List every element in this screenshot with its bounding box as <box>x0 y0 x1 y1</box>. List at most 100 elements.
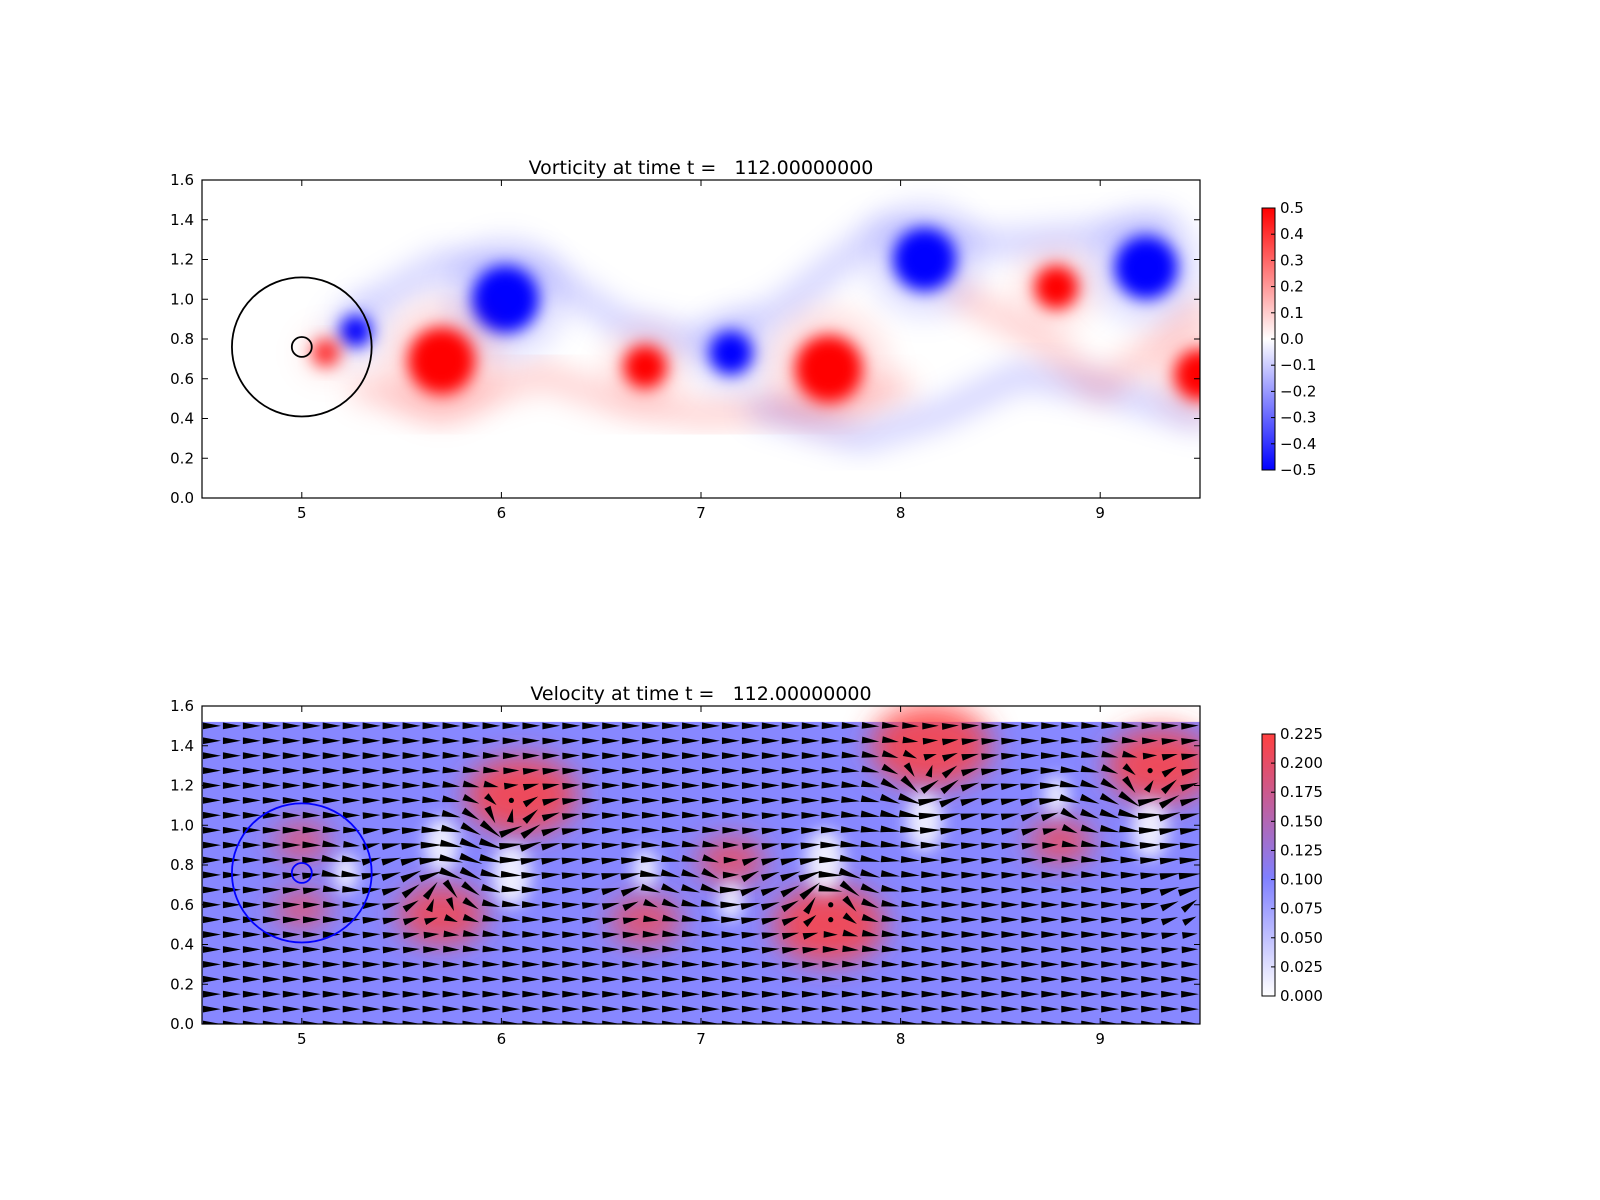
quiver-arrow <box>681 869 700 878</box>
quiver-arrow <box>522 960 541 968</box>
quiver-arrow <box>981 931 1000 938</box>
y-tick-label: 0.0 <box>170 1015 194 1033</box>
quiver-arrow <box>442 795 461 803</box>
quiver-arrow <box>499 856 523 864</box>
quiver-arrow <box>881 750 899 759</box>
quiver-arrow <box>702 767 720 774</box>
quiver-arrow <box>402 961 421 969</box>
x-tick-label: 5 <box>297 1030 307 1048</box>
quiver-arrow <box>742 843 760 850</box>
quiver-arrow <box>322 796 341 804</box>
quiver-arrow <box>781 812 800 820</box>
quiver-arrow <box>941 990 960 998</box>
quiver-arrow <box>1141 722 1159 730</box>
quiver-arrow <box>900 841 921 848</box>
quiver-arrow <box>642 960 660 968</box>
colorbar-tick-label: 0.100 <box>1280 871 1323 889</box>
quiver-arrow <box>561 857 581 865</box>
vortex <box>1114 235 1179 300</box>
quiver-arrow <box>839 854 862 862</box>
quiver-arrow <box>522 809 539 824</box>
quiver-arrow <box>941 738 959 746</box>
quiver-arrow <box>498 825 523 838</box>
quiver-arrow <box>781 767 800 774</box>
quiver-arrow <box>881 990 900 998</box>
quiver-arrow <box>202 886 221 894</box>
quiver-arrow <box>542 752 561 760</box>
quiver-arrow <box>462 722 481 730</box>
quiver-arrow <box>1001 975 1020 983</box>
quiver-arrow <box>302 841 322 849</box>
fast-flow-region <box>397 884 486 946</box>
quiver-arrow <box>522 737 541 745</box>
quiver-arrow <box>541 812 560 822</box>
quiver-arrow <box>1181 738 1199 745</box>
quiver-arrow <box>482 975 501 983</box>
quiver-arrow <box>941 871 960 879</box>
quiver-arrow <box>302 811 321 819</box>
quiver-arrow <box>342 737 361 745</box>
quiver-arrow <box>302 990 321 998</box>
quiver-arrow <box>1000 798 1020 806</box>
quiver-arrow <box>382 797 401 804</box>
quiver-arrow <box>761 812 780 820</box>
quiver-arrow <box>462 793 480 804</box>
domain-circle <box>231 802 373 944</box>
quiver-arrow <box>681 945 700 953</box>
quiver-arrow <box>482 990 501 998</box>
quiver-arrow <box>722 841 739 849</box>
quiver-arrow <box>661 796 681 804</box>
quiver-arrow <box>442 1020 461 1024</box>
quiver-arrow <box>1141 946 1159 954</box>
quiver-arrow <box>640 856 662 863</box>
quiver-arrow <box>641 826 661 834</box>
quiver-arrow <box>1080 824 1099 833</box>
quiver-arrow <box>342 752 361 760</box>
quiver-arrow <box>381 872 401 881</box>
quiver-arrow <box>780 843 801 850</box>
quiver-arrow <box>800 842 821 850</box>
quiver-arrow <box>342 946 361 954</box>
quiver-arrow <box>582 767 601 775</box>
x-tick-label: 6 <box>497 1030 507 1048</box>
quiver-arrow <box>381 857 402 866</box>
quiver-arrow <box>202 737 221 745</box>
quiver-arrow <box>701 752 720 760</box>
quiver-arrow <box>502 752 520 760</box>
quiver-arrow <box>961 856 980 864</box>
quiver-arrow <box>506 808 514 823</box>
quiver-arrow <box>840 840 861 848</box>
quiver-arrow <box>462 1005 481 1013</box>
quiver-arrow <box>1061 824 1078 834</box>
quiver-arrow <box>781 976 800 983</box>
quiver-arrow <box>741 782 760 789</box>
quiver-arrow <box>1001 1005 1020 1013</box>
colorbar-tick-label: 0.225 <box>1280 725 1323 743</box>
quiver-arrow <box>1099 824 1120 833</box>
quiver-arrow <box>542 931 561 938</box>
quiver-arrow <box>861 990 880 998</box>
quiver-arrow <box>841 751 860 759</box>
colorbar-tick-label: 0.5 <box>1280 199 1304 217</box>
quiver-arrow <box>542 916 561 924</box>
quiver-arrow <box>282 931 301 939</box>
quiver-arrow <box>960 842 980 850</box>
y-tick-label: 0.2 <box>170 975 194 993</box>
quiver-arrow <box>1061 931 1080 938</box>
quiver-arrow <box>1042 842 1059 849</box>
quiver-arrow <box>422 781 441 789</box>
quiver-arrow <box>802 932 819 940</box>
quiver-arrow <box>741 917 761 925</box>
quiver-arrow <box>342 1005 361 1013</box>
quiver-arrow <box>981 857 1000 864</box>
quiver-arrow <box>481 899 501 907</box>
quiver-arrow <box>282 722 301 730</box>
quiver-arrow <box>1142 737 1159 745</box>
quiver-arrow <box>1120 856 1140 864</box>
quiver-arrow <box>562 961 581 968</box>
quiver-arrow <box>661 855 681 862</box>
quiver-arrow <box>1119 841 1141 848</box>
quiver-arrow <box>242 737 261 745</box>
quiver-arrow <box>602 752 621 760</box>
quiver-arrow <box>722 826 740 834</box>
